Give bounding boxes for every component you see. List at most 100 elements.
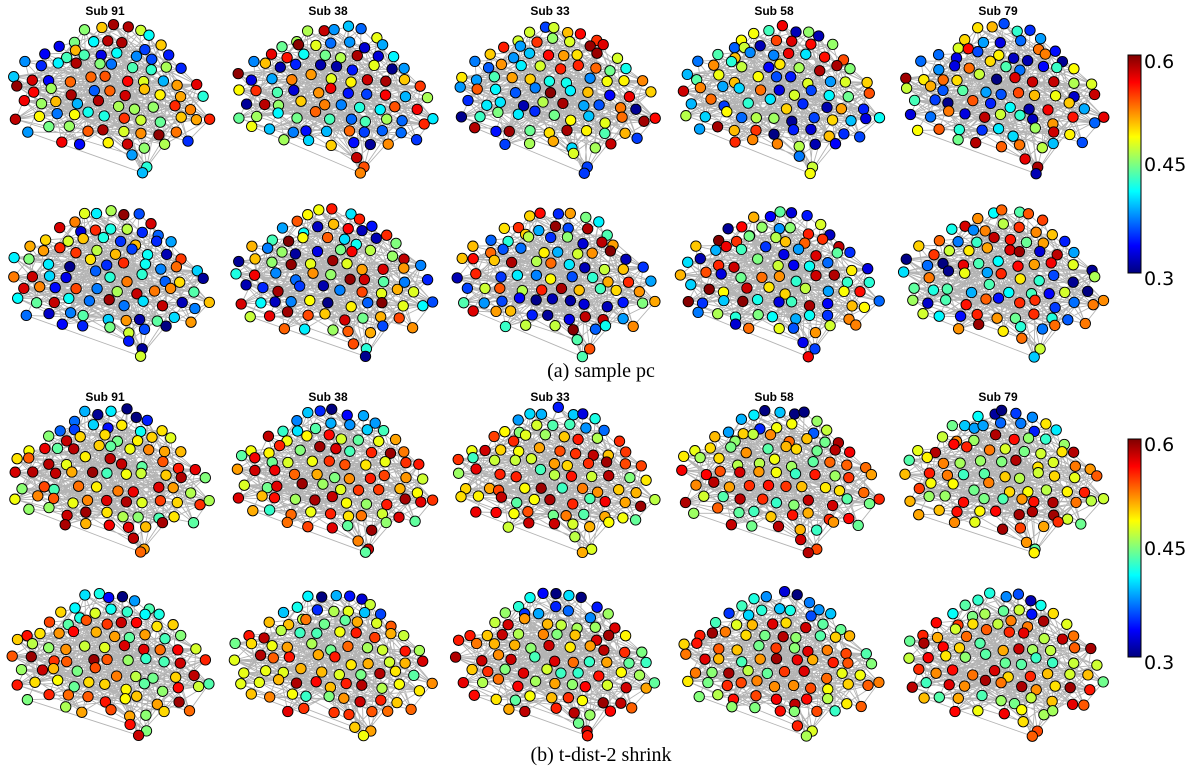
network-node — [364, 472, 377, 485]
network-node — [712, 48, 724, 61]
network-node — [120, 314, 132, 327]
network-node — [132, 511, 144, 523]
network-node — [680, 110, 692, 122]
network-node — [939, 490, 951, 502]
network-node — [50, 95, 62, 108]
network-node — [681, 68, 693, 81]
network-node — [398, 73, 411, 86]
network-node — [979, 674, 992, 687]
network-node — [135, 467, 147, 480]
network-node — [489, 83, 502, 96]
network-node — [983, 476, 995, 489]
network-node — [156, 685, 169, 697]
network-node — [282, 235, 295, 247]
network-node — [1007, 130, 1019, 142]
network-node — [765, 511, 777, 523]
network-node — [503, 125, 515, 138]
network-node — [1003, 486, 1016, 498]
network-node — [1047, 496, 1059, 509]
network-node — [736, 111, 748, 124]
network-node — [39, 48, 51, 60]
network-node — [567, 409, 580, 421]
network-node — [576, 350, 589, 363]
network-node — [511, 269, 524, 281]
network-node — [841, 493, 853, 505]
network-node — [246, 120, 258, 133]
network-node — [770, 497, 783, 509]
network-node — [567, 147, 580, 160]
network-node — [730, 619, 743, 631]
network-node — [291, 425, 304, 437]
network-node — [1049, 301, 1061, 314]
network-node — [995, 268, 1007, 280]
network-node — [141, 414, 153, 427]
network-node — [604, 245, 617, 257]
network-node — [972, 46, 984, 58]
network-node — [573, 284, 585, 296]
network-node — [564, 36, 576, 48]
network-node — [598, 424, 610, 437]
network-node — [119, 89, 131, 102]
network-node — [111, 47, 123, 59]
network-node — [822, 257, 834, 269]
network-node — [817, 618, 829, 630]
network-node — [492, 649, 505, 661]
network-node — [742, 609, 755, 621]
network-node — [1091, 470, 1103, 482]
network-node — [417, 473, 429, 485]
network-node — [105, 603, 117, 615]
network-node — [833, 485, 846, 497]
network-node — [790, 313, 802, 325]
network-node — [763, 281, 775, 293]
network-node — [112, 485, 124, 497]
network-node — [190, 643, 202, 655]
network-node — [839, 76, 852, 88]
network-node — [393, 312, 405, 324]
network-node — [153, 481, 165, 493]
network-node — [1028, 351, 1040, 363]
network-node — [189, 463, 201, 476]
network-node — [685, 98, 697, 110]
network-node — [176, 296, 188, 309]
network-node — [394, 483, 406, 495]
network-node — [743, 479, 756, 492]
network-node — [492, 106, 504, 119]
network-node — [793, 140, 805, 153]
network-node — [786, 35, 798, 47]
network-node — [131, 690, 143, 702]
network-node — [1082, 669, 1094, 681]
network-node — [489, 616, 501, 629]
network-node — [617, 296, 629, 309]
network-node — [961, 441, 973, 453]
network-node — [712, 308, 724, 320]
network-node — [109, 248, 122, 260]
network-node — [391, 283, 404, 296]
network-node — [518, 613, 531, 625]
network-node — [313, 204, 325, 216]
network-node — [269, 296, 281, 308]
network-node — [316, 666, 328, 678]
network-node — [1025, 692, 1037, 704]
network-node — [56, 136, 68, 148]
network-node — [117, 511, 129, 523]
network-graph — [451, 207, 661, 363]
network-node — [294, 627, 306, 639]
network-node — [564, 641, 576, 653]
network-node — [1084, 463, 1096, 475]
network-node — [357, 729, 370, 742]
network-node — [69, 44, 82, 56]
network-node — [298, 48, 310, 60]
network-node — [529, 675, 542, 687]
network-node — [184, 103, 197, 116]
network-node — [1078, 486, 1091, 499]
network-node — [49, 281, 61, 294]
network-node — [591, 486, 604, 498]
network-node — [627, 320, 639, 333]
network-node — [361, 74, 374, 86]
network-node — [352, 434, 364, 446]
network-node — [415, 496, 427, 508]
network-node — [406, 322, 419, 334]
network-node — [973, 68, 985, 80]
network-node — [175, 62, 187, 74]
network-node — [566, 271, 578, 283]
